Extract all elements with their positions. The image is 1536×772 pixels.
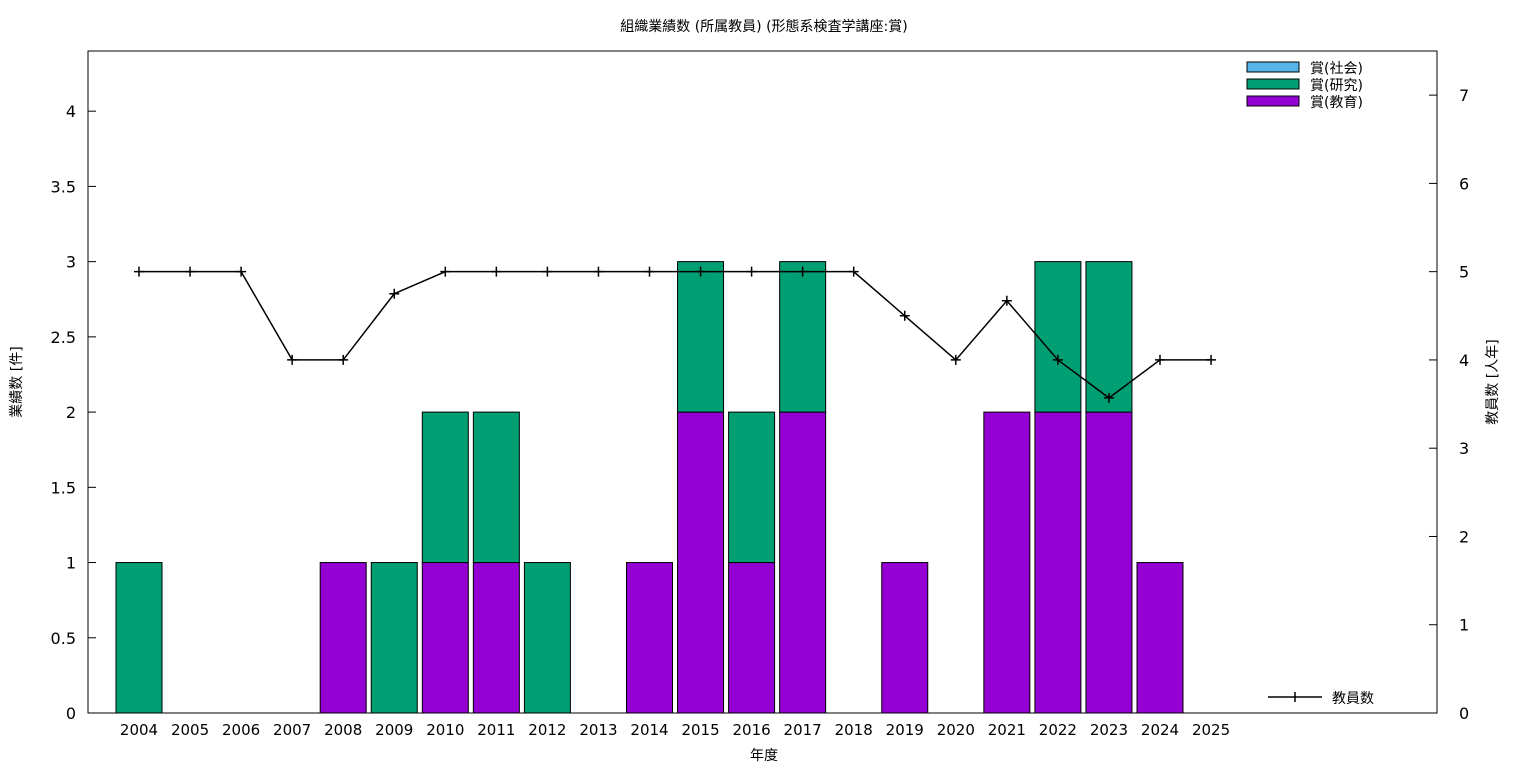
x-tick-label: 2015	[681, 721, 719, 739]
bar-2004-series-1	[115, 562, 163, 714]
plot-frame	[87, 50, 1438, 714]
line-point-2020	[950, 354, 961, 365]
line-point-2016	[746, 266, 757, 277]
line-point-2017	[797, 266, 808, 277]
line-point-2014	[644, 266, 655, 277]
legend-label: 賞(社会)	[1310, 61, 1363, 77]
y2-tick-label: 3	[1459, 439, 1469, 458]
bar-2016-series-1	[728, 411, 776, 564]
line-point-2019	[899, 310, 910, 321]
bar-2011-series-0	[472, 562, 520, 714]
line-point-2011	[491, 266, 502, 277]
y2-axis-label: 教員数 [人年]	[1485, 339, 1501, 424]
line-point-2005	[185, 266, 196, 277]
legend-label: 賞(研究)	[1310, 78, 1363, 94]
y2-tick-label: 6	[1459, 174, 1469, 193]
legend-label: 賞(教育)	[1310, 95, 1363, 111]
bar-2019-series-0	[881, 562, 929, 714]
x-tick-label: 2016	[733, 721, 771, 739]
x-tick-label: 2013	[579, 721, 617, 739]
x-tick-label: 2007	[273, 721, 311, 739]
bar-2021-series-0	[983, 411, 1031, 714]
bar-2016-series-0	[728, 562, 776, 714]
x-tick-label: 2023	[1090, 721, 1128, 739]
x-tick-label: 2022	[1039, 721, 1077, 739]
x-tick-label: 2018	[835, 721, 873, 739]
x-tick-label: 2011	[477, 721, 515, 739]
y-tick-label: 1	[66, 554, 76, 573]
line-point-2008	[338, 354, 349, 365]
legend-swatch	[1246, 95, 1300, 107]
x-tick-label: 2014	[630, 721, 668, 739]
bar-2022-series-1	[1034, 261, 1082, 413]
bar-2015-series-0	[677, 411, 725, 714]
bar-2011-series-1	[472, 411, 520, 564]
bar-2022-series-0	[1034, 411, 1082, 714]
chart-title: 組織業績数 (所属教員) (形態系検査学講座:賞)	[620, 19, 907, 35]
bar-2010-series-0	[421, 562, 469, 714]
bar-2009-series-1	[370, 562, 418, 714]
line-point-2010	[440, 266, 451, 277]
bar-2008-series-0	[319, 562, 367, 714]
y-tick-label: 3.5	[51, 177, 76, 196]
legend-label: 教員数	[1332, 691, 1374, 707]
x-tick-label: 2025	[1192, 721, 1230, 739]
bar-2023-series-0	[1085, 411, 1133, 714]
bar-2024-series-0	[1136, 562, 1184, 714]
x-tick-label: 2019	[886, 721, 924, 739]
line-point-2022	[1052, 354, 1063, 365]
y2-tick-label: 7	[1459, 86, 1469, 105]
x-tick-label: 2006	[222, 721, 260, 739]
y-tick-label: 2.5	[51, 328, 76, 347]
line-point-2023	[1103, 392, 1114, 403]
line-point-2024	[1155, 354, 1165, 365]
x-tick-label: 2012	[528, 721, 566, 739]
line-point-2013	[593, 266, 604, 277]
y2-tick-label: 5	[1459, 263, 1469, 282]
line-point-2012	[542, 266, 553, 277]
y-tick-label: 1.5	[51, 478, 76, 497]
y2-tick-label: 0	[1459, 704, 1469, 723]
bar-2017-series-1	[779, 261, 827, 413]
line-point-2018	[848, 266, 859, 277]
legend-swatch	[1246, 78, 1300, 90]
line-teachers	[139, 270, 1212, 399]
y-tick-label: 4	[66, 102, 76, 121]
bar-2015-series-1	[677, 261, 725, 413]
x-tick-label: 2021	[988, 721, 1026, 739]
bar-2017-series-0	[779, 411, 827, 714]
x-tick-label: 2020	[937, 721, 975, 739]
line-point-2009	[389, 288, 400, 299]
x-tick-label: 2017	[784, 721, 822, 739]
x-axis-label: 年度	[750, 748, 778, 764]
y2-tick-label: 4	[1459, 351, 1469, 370]
line-point-2025	[1206, 354, 1217, 365]
y-tick-label: 2	[66, 403, 76, 422]
y2-tick-label: 1	[1459, 616, 1469, 635]
line-point-2021	[1001, 295, 1012, 306]
bar-2010-series-1	[421, 411, 469, 564]
bar-2014-series-0	[626, 562, 673, 714]
y-tick-label: 0.5	[51, 629, 76, 648]
legend-swatch	[1246, 61, 1300, 73]
bar-2023-series-1	[1085, 261, 1133, 413]
y2-tick-label: 2	[1459, 527, 1469, 546]
x-tick-label: 2004	[120, 721, 158, 739]
x-tick-label: 2008	[324, 721, 362, 739]
x-tick-label: 2010	[426, 721, 464, 739]
line-point-2006	[236, 266, 247, 277]
line-point-2004	[134, 266, 144, 277]
y-axis-label: 業績数 [件]	[9, 346, 25, 417]
x-tick-label: 2009	[375, 721, 413, 739]
y-tick-label: 3	[66, 253, 76, 272]
bar-2012-series-1	[523, 562, 571, 714]
legend-line-swatch	[1268, 692, 1322, 702]
x-tick-label: 2005	[171, 721, 209, 739]
y-tick-label: 0	[66, 704, 76, 723]
line-point-2007	[287, 354, 298, 365]
line-point-2015	[695, 266, 706, 277]
x-tick-label: 2024	[1141, 721, 1179, 739]
